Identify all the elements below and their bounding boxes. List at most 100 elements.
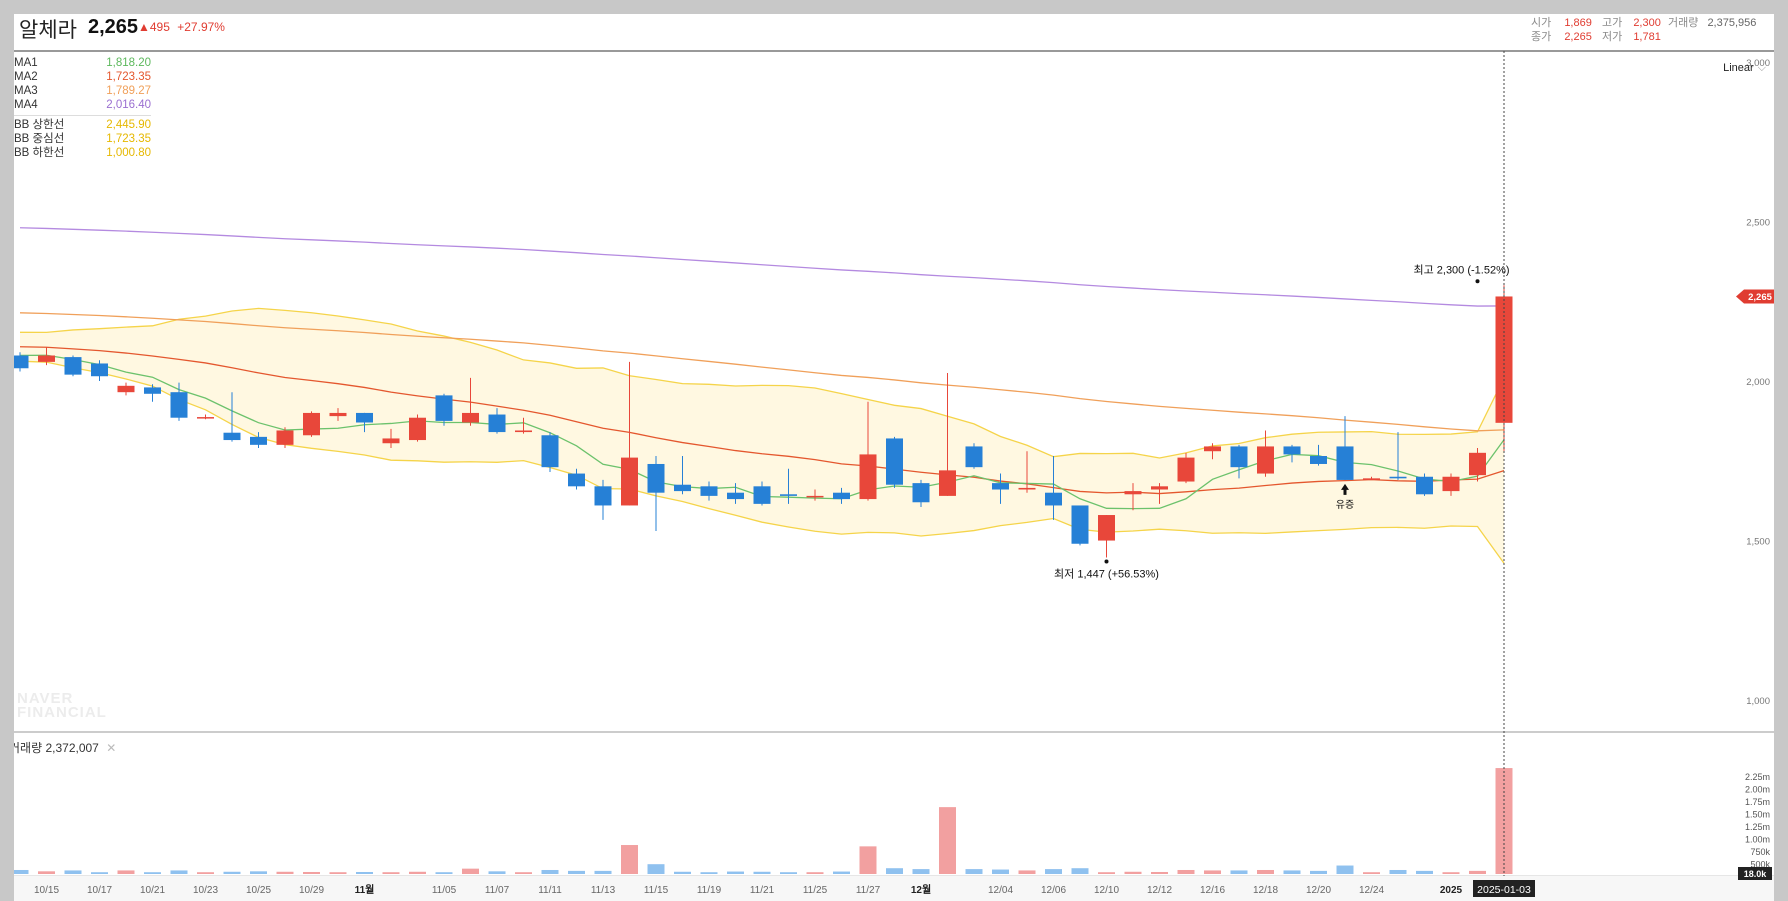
- indicator-legend: MA1 1,818.20 MA2 1,723.35 MA3 1,789.27 MA4 2…: [14, 56, 151, 160]
- volume-bar: [1177, 869, 1195, 874]
- x-tick-label: 10/17: [87, 885, 112, 896]
- current-price-tag-label: 2,265: [1748, 292, 1772, 303]
- volume-bar: [1283, 870, 1301, 874]
- x-tick-label: 11/07: [485, 885, 510, 896]
- low-marker: [1104, 559, 1109, 564]
- candle: [1336, 416, 1354, 480]
- volume-bar: [64, 870, 82, 874]
- volume-bar: [38, 871, 55, 874]
- stock-chart[interactable]: 1,000 1,500 2,000 2,500 3,000 2.25m 2.00m 1.75m…: [14, 14, 1774, 901]
- x-tick-label: 11월: [355, 884, 375, 896]
- candle-body: [144, 387, 161, 394]
- volume-bar: [780, 872, 797, 874]
- candle-body: [223, 432, 241, 441]
- volume-tick-label: 2.00m: [1745, 785, 1770, 795]
- candle: [117, 382, 135, 396]
- x-tick-label: 12/18: [1253, 885, 1278, 896]
- candle-body: [1045, 492, 1062, 506]
- legend-ma3: MA3 1,789.27: [14, 85, 151, 97]
- candle-body: [1177, 457, 1195, 482]
- candle: [992, 473, 1009, 504]
- volume-tick-label: 1.50m: [1745, 810, 1770, 820]
- volume-bar: [727, 871, 744, 874]
- bollinger-lower-line: [19, 360, 1505, 564]
- candle: [488, 408, 506, 434]
- volume-bar: [833, 871, 850, 874]
- x-tick-label: 12월: [911, 884, 931, 896]
- candle-body: [1389, 476, 1407, 479]
- candle-body: [91, 363, 108, 377]
- legend-ma1: MA1 1,818.20: [14, 57, 151, 69]
- volume-bar: [859, 846, 877, 874]
- x-tick-label: 11/05: [432, 885, 457, 896]
- candle: [674, 456, 691, 495]
- volume-bar: [753, 871, 771, 874]
- candle: [197, 414, 214, 420]
- candle-body: [753, 486, 771, 504]
- candle: [1257, 430, 1274, 477]
- volume-bar: [594, 870, 612, 874]
- volume-bar: [250, 871, 267, 874]
- candle: [435, 393, 453, 426]
- candle-body: [64, 357, 82, 375]
- candle: [515, 417, 532, 434]
- candle: [1098, 515, 1115, 558]
- cursor-date-tag: [1473, 880, 1535, 897]
- volume-bar: [435, 872, 453, 874]
- candle: [1310, 444, 1327, 466]
- candle-body: [14, 355, 29, 369]
- candle-body: [38, 355, 55, 362]
- close-icon[interactable]: ✕: [106, 741, 117, 755]
- candle: [1416, 473, 1433, 496]
- x-tick-label: 10/29: [299, 885, 324, 896]
- scale-selector[interactable]: Linear ⌵: [1723, 62, 1766, 74]
- candle: [965, 443, 983, 469]
- event-annotation: 유증: [1336, 499, 1354, 511]
- candle-body: [992, 483, 1009, 490]
- current-price-tag: [1736, 289, 1774, 304]
- volume-tick-label: 1.00m: [1745, 835, 1770, 845]
- candle: [1151, 483, 1168, 504]
- change-percent: +27.97%: [177, 20, 225, 34]
- volume-bar: [1045, 869, 1062, 874]
- volume-bar: [674, 871, 691, 874]
- candle-body: [382, 438, 400, 444]
- y-tick-label: 2,000: [1746, 377, 1770, 388]
- candle: [568, 468, 585, 490]
- candle-body: [1124, 491, 1142, 495]
- candle-body: [1257, 446, 1274, 474]
- volume-bar: [1416, 870, 1433, 874]
- volume-bar: [1257, 869, 1274, 874]
- x-tick-label: 12/16: [1200, 885, 1225, 896]
- candle-body: [1018, 487, 1036, 490]
- volume-bar: [14, 869, 29, 874]
- candle-body: [806, 495, 824, 498]
- candle-body: [647, 463, 665, 493]
- candle-body: [939, 470, 956, 496]
- candle: [1018, 451, 1036, 493]
- candle-body: [1283, 446, 1301, 455]
- candle: [541, 432, 559, 472]
- candle: [1469, 448, 1486, 482]
- candle-body: [886, 438, 903, 485]
- candle: [1177, 452, 1195, 484]
- candle: [409, 414, 426, 442]
- candle: [1045, 456, 1062, 520]
- candle: [806, 489, 824, 501]
- candle: [38, 347, 55, 366]
- legend-bb-middle: BB 중심선 1,723.35: [14, 133, 151, 145]
- candle: [886, 436, 903, 488]
- naver-financial-watermark: NAVER FINANCIAL: [17, 690, 107, 721]
- candle: [462, 377, 479, 426]
- x-tick-label: 2025: [1440, 885, 1463, 896]
- candle-body: [409, 417, 426, 441]
- volume-bar: [1495, 768, 1513, 874]
- y-tick-label: 2,500: [1746, 217, 1770, 228]
- candle: [647, 456, 665, 531]
- y-tick-label: 3,000: [1746, 58, 1770, 69]
- volume-bar: [1071, 868, 1089, 874]
- x-tick-label: 12/10: [1094, 885, 1119, 896]
- candle-body: [621, 457, 638, 506]
- candle: [382, 428, 400, 449]
- chevron-down-icon: ⌵: [1757, 62, 1766, 74]
